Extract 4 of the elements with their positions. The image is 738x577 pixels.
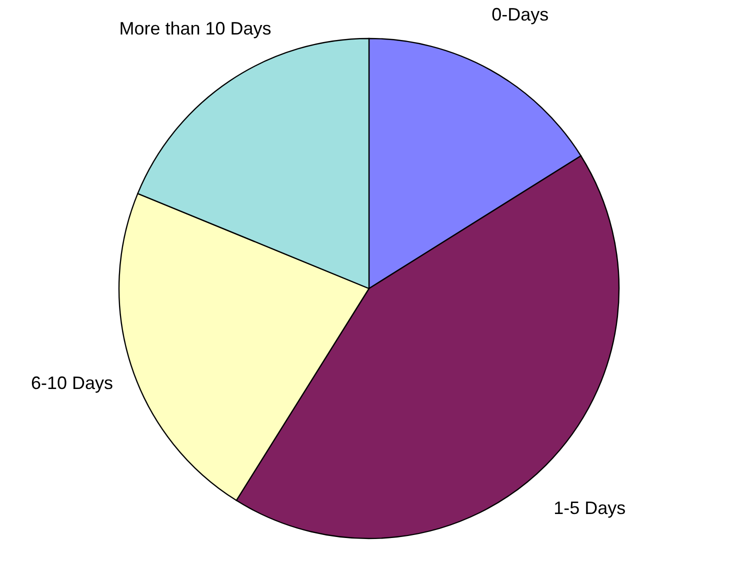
slice-label: 1-5 Days xyxy=(554,498,626,518)
slice-label: More than 10 Days xyxy=(119,18,272,38)
slice-label: 6-10 Days xyxy=(30,372,113,393)
slice-label: 0-Days xyxy=(492,4,549,25)
